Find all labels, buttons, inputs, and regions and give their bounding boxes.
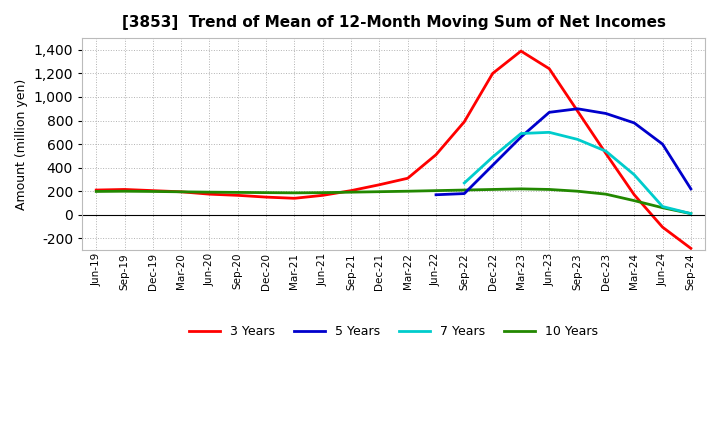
3 Years bbox=[545, 66, 554, 71]
5 Years bbox=[630, 120, 639, 125]
10 Years bbox=[658, 205, 667, 210]
3 Years bbox=[177, 189, 186, 194]
3 Years bbox=[460, 119, 469, 125]
10 Years bbox=[148, 189, 157, 194]
10 Years bbox=[347, 190, 356, 195]
5 Years bbox=[545, 110, 554, 115]
3 Years bbox=[233, 193, 242, 198]
7 Years bbox=[517, 131, 526, 136]
5 Years bbox=[573, 106, 582, 111]
10 Years bbox=[177, 189, 186, 194]
3 Years bbox=[120, 187, 129, 192]
7 Years bbox=[545, 130, 554, 135]
10 Years bbox=[432, 188, 441, 193]
10 Years bbox=[602, 191, 611, 197]
Line: 10 Years: 10 Years bbox=[96, 189, 691, 213]
Line: 5 Years: 5 Years bbox=[436, 109, 691, 195]
10 Years bbox=[205, 190, 214, 195]
7 Years bbox=[658, 204, 667, 209]
3 Years bbox=[602, 151, 611, 156]
Line: 3 Years: 3 Years bbox=[96, 51, 691, 248]
3 Years bbox=[403, 176, 412, 181]
10 Years bbox=[517, 186, 526, 191]
10 Years bbox=[630, 198, 639, 203]
10 Years bbox=[403, 189, 412, 194]
10 Years bbox=[573, 189, 582, 194]
7 Years bbox=[602, 149, 611, 154]
10 Years bbox=[290, 190, 299, 195]
7 Years bbox=[687, 211, 696, 216]
3 Years bbox=[488, 71, 497, 76]
10 Years bbox=[460, 187, 469, 193]
3 Years bbox=[517, 48, 526, 54]
5 Years bbox=[432, 192, 441, 198]
7 Years bbox=[488, 154, 497, 160]
5 Years bbox=[602, 111, 611, 116]
10 Years bbox=[262, 190, 271, 195]
5 Years bbox=[687, 186, 696, 191]
3 Years bbox=[573, 109, 582, 114]
3 Years bbox=[658, 224, 667, 230]
3 Years bbox=[92, 187, 101, 193]
10 Years bbox=[375, 189, 384, 194]
7 Years bbox=[630, 172, 639, 177]
3 Years bbox=[205, 191, 214, 197]
10 Years bbox=[120, 189, 129, 194]
Legend: 3 Years, 5 Years, 7 Years, 10 Years: 3 Years, 5 Years, 7 Years, 10 Years bbox=[184, 320, 603, 343]
Y-axis label: Amount (million yen): Amount (million yen) bbox=[15, 78, 28, 210]
3 Years bbox=[375, 182, 384, 187]
3 Years bbox=[290, 196, 299, 201]
5 Years bbox=[460, 191, 469, 196]
3 Years bbox=[687, 246, 696, 251]
5 Years bbox=[488, 163, 497, 168]
5 Years bbox=[517, 134, 526, 139]
7 Years bbox=[573, 137, 582, 142]
Line: 7 Years: 7 Years bbox=[464, 132, 691, 213]
10 Years bbox=[545, 187, 554, 192]
7 Years bbox=[460, 180, 469, 186]
3 Years bbox=[148, 188, 157, 193]
10 Years bbox=[233, 190, 242, 195]
10 Years bbox=[318, 190, 327, 195]
3 Years bbox=[262, 194, 271, 200]
5 Years bbox=[658, 142, 667, 147]
10 Years bbox=[92, 189, 101, 194]
3 Years bbox=[432, 152, 441, 158]
3 Years bbox=[318, 193, 327, 198]
Title: [3853]  Trend of Mean of 12-Month Moving Sum of Net Incomes: [3853] Trend of Mean of 12-Month Moving … bbox=[122, 15, 665, 30]
10 Years bbox=[488, 187, 497, 192]
10 Years bbox=[687, 211, 696, 216]
3 Years bbox=[347, 188, 356, 193]
3 Years bbox=[630, 192, 639, 198]
